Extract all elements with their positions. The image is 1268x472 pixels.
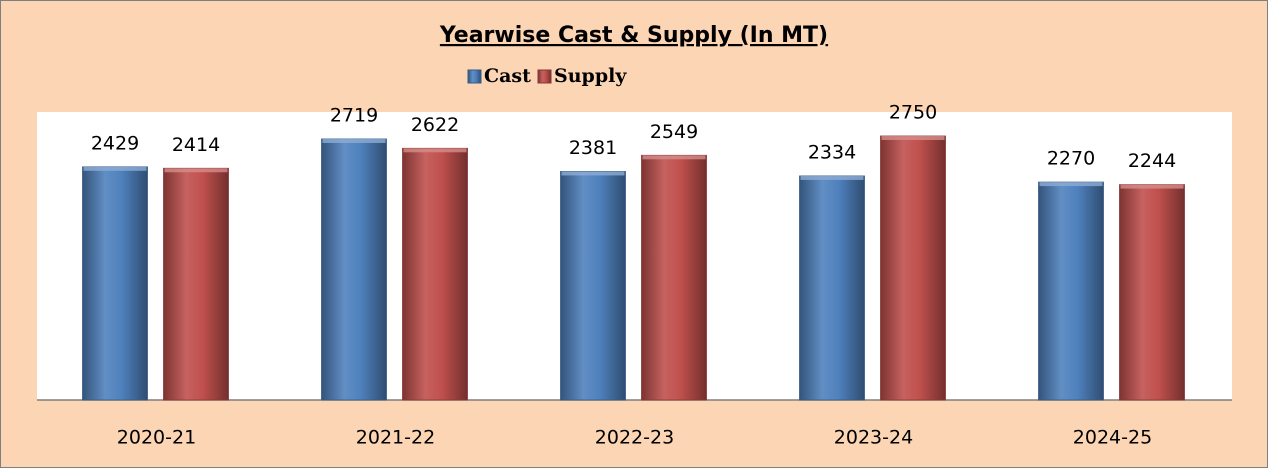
data-label: 2429 (91, 132, 139, 154)
x-tick-label: 2023-24 (834, 427, 913, 449)
data-label: 2719 (330, 104, 378, 126)
bar (82, 166, 148, 401)
data-label: 2334 (808, 141, 856, 163)
bar (321, 138, 387, 401)
chart-title: Yearwise Cast & Supply (In MT) (439, 23, 828, 48)
bar (163, 167, 229, 401)
x-tick-label: 2020-21 (117, 427, 196, 449)
bar (1038, 181, 1104, 401)
x-tick-label: 2024-25 (1073, 427, 1152, 449)
plot-area (37, 112, 1232, 400)
data-label: 2270 (1047, 148, 1095, 170)
data-label: 2244 (1128, 150, 1176, 172)
bar-highlight (83, 166, 147, 171)
bar-highlight (1039, 182, 1103, 187)
bar (880, 135, 946, 401)
bar-highlight (800, 175, 864, 180)
bar-highlight (1120, 184, 1184, 189)
data-label: 2414 (172, 134, 220, 156)
bar (641, 154, 707, 401)
legend-label: Supply (554, 65, 627, 87)
data-label: 2549 (650, 121, 698, 143)
bar (799, 175, 865, 401)
legend-label: Cast (484, 65, 531, 87)
bar (402, 147, 468, 401)
data-label: 2381 (569, 137, 617, 159)
bar-highlight (881, 136, 945, 140)
x-tick-label: 2021-22 (356, 427, 435, 449)
bar (1119, 184, 1185, 401)
bar (560, 171, 626, 401)
bar-highlight (322, 138, 386, 143)
data-label: 2622 (411, 114, 459, 136)
bar-highlight (164, 168, 228, 173)
legend-swatch (537, 69, 552, 84)
x-tick-label: 2022-23 (595, 427, 674, 449)
bar-highlight (642, 155, 706, 160)
bar-highlight (561, 171, 625, 176)
data-label: 2750 (889, 102, 937, 124)
legend-swatch (467, 69, 482, 84)
bar-highlight (403, 148, 467, 153)
